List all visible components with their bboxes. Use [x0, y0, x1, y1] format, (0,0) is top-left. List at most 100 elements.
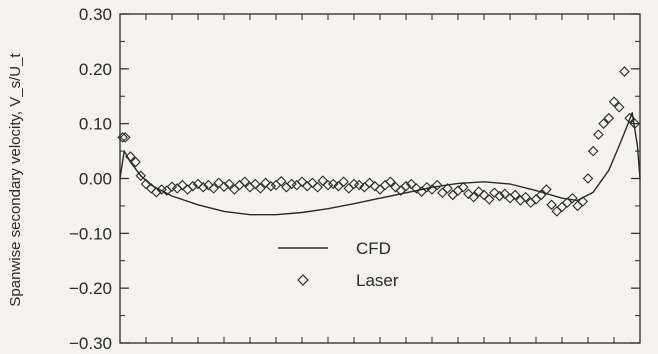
laser-point	[546, 199, 557, 211]
laser-point	[171, 183, 183, 194]
y-tick-label: −0.20	[69, 279, 112, 298]
y-tick-label: 0.00	[79, 170, 112, 189]
laser-point	[603, 112, 615, 124]
laser-point	[541, 184, 552, 195]
laser-point	[322, 179, 334, 191]
laser-point	[400, 180, 412, 192]
axes	[119, 13, 641, 344]
laser-point	[130, 156, 141, 168]
y-tick-label: −0.30	[69, 334, 112, 349]
laser-point	[353, 179, 365, 191]
laser-point	[265, 180, 277, 192]
laser-point	[255, 183, 266, 194]
laser-point	[166, 181, 178, 193]
laser-point	[182, 184, 193, 195]
y-tick-label: 0.30	[79, 5, 112, 24]
laser-point	[208, 183, 219, 194]
laser-point	[572, 200, 583, 212]
laser-point	[135, 170, 147, 182]
laser-point	[301, 180, 313, 192]
laser-point	[338, 176, 349, 188]
laser-point	[117, 132, 128, 143]
laser-point	[442, 183, 453, 194]
laser-point	[260, 177, 271, 189]
laser-point	[473, 186, 485, 197]
laser-point	[140, 178, 152, 190]
y-tick-label: 0.10	[79, 115, 112, 134]
laser-point	[613, 101, 625, 113]
laser-point	[478, 189, 490, 201]
laser-point	[364, 177, 375, 189]
laser-point	[619, 66, 630, 77]
laser-point	[296, 176, 308, 188]
y-tick-label: −0.10	[69, 224, 112, 243]
laser-point	[530, 194, 542, 205]
laser-point	[593, 129, 604, 140]
laser-point	[317, 175, 329, 186]
laser-point	[463, 188, 474, 200]
legend-cfd-label: CFD	[356, 239, 391, 258]
laser-point	[431, 179, 443, 191]
laser-point	[197, 181, 209, 193]
laser-point	[218, 181, 230, 193]
cfd-series	[119, 111, 641, 216]
laser-point	[447, 189, 459, 201]
laser-point	[587, 145, 599, 157]
laser-point	[405, 178, 417, 190]
laser-point	[483, 194, 495, 205]
laser-point	[556, 201, 568, 213]
laser-point	[374, 184, 386, 195]
laser-point	[177, 179, 188, 191]
laser-point	[411, 183, 422, 194]
laser-point	[151, 186, 162, 198]
laser-point	[343, 183, 355, 194]
laser-point	[624, 112, 635, 124]
tick-marks	[119, 13, 641, 344]
laser-point	[489, 187, 500, 199]
laser-point	[421, 181, 433, 193]
laser-point	[509, 189, 521, 201]
legend: CFD Laser	[278, 239, 399, 290]
laser-point	[390, 181, 401, 193]
y-tick-labels: 0.30 0.20 0.10 0.00 −0.10 −0.20 −0.30	[69, 5, 112, 353]
laser-point	[499, 188, 511, 200]
laser-point	[307, 177, 318, 189]
laser-point	[312, 181, 323, 193]
laser-point	[504, 192, 516, 204]
laser-point	[629, 118, 641, 129]
laser-point	[567, 192, 578, 204]
laser-point	[187, 180, 199, 192]
legend-laser-label: Laser	[356, 271, 399, 290]
laser-point	[520, 191, 531, 203]
laser-point	[437, 187, 448, 199]
laser-point	[327, 178, 339, 190]
laser-point	[494, 190, 505, 202]
laser-point	[223, 178, 235, 190]
cfd-line	[119, 111, 641, 216]
y-axis-label: Spanwise secondary velocity, V_s/U_t	[7, 53, 24, 307]
laser-point	[577, 196, 589, 207]
laser-point	[239, 176, 251, 188]
laser-point	[275, 175, 287, 187]
y-tick-label: 0.20	[79, 60, 112, 79]
laser-point	[379, 179, 391, 191]
laser-point	[192, 178, 204, 190]
laser-series	[117, 66, 641, 217]
laser-point	[119, 132, 131, 143]
laser-point	[582, 173, 594, 184]
laser-point	[452, 185, 464, 196]
laser-point	[369, 180, 381, 192]
laser-point	[203, 179, 214, 191]
laser-point	[457, 181, 469, 193]
laser-point	[551, 206, 563, 217]
laser-point	[385, 176, 396, 188]
laser-point	[145, 183, 157, 194]
laser-point	[468, 191, 479, 203]
laser-point	[598, 118, 609, 129]
laser-point	[125, 151, 136, 162]
legend-laser-swatch	[297, 274, 309, 286]
laser-point	[535, 189, 547, 201]
laser-point	[234, 179, 245, 191]
